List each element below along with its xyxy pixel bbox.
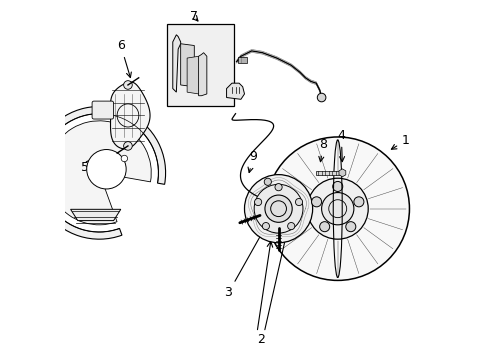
- Circle shape: [306, 178, 367, 239]
- Circle shape: [264, 195, 292, 222]
- Circle shape: [317, 93, 325, 102]
- Circle shape: [86, 149, 126, 189]
- Circle shape: [332, 181, 342, 192]
- Circle shape: [244, 175, 312, 243]
- FancyBboxPatch shape: [92, 101, 113, 119]
- Circle shape: [264, 178, 271, 185]
- Polygon shape: [338, 169, 345, 177]
- Polygon shape: [110, 82, 150, 149]
- Text: 2: 2: [256, 333, 264, 346]
- Bar: [316, 171, 339, 175]
- Text: 7: 7: [190, 10, 198, 23]
- Wedge shape: [33, 107, 165, 239]
- Circle shape: [254, 198, 261, 206]
- Polygon shape: [70, 209, 121, 221]
- Text: 8: 8: [318, 138, 327, 162]
- Polygon shape: [226, 83, 244, 99]
- Circle shape: [121, 155, 127, 162]
- Circle shape: [262, 222, 269, 230]
- Text: 1: 1: [390, 134, 409, 149]
- Text: 4: 4: [337, 129, 345, 162]
- Text: 5: 5: [81, 159, 92, 174]
- Bar: [238, 57, 247, 63]
- Polygon shape: [180, 44, 194, 87]
- Circle shape: [353, 197, 363, 207]
- Bar: [167, 24, 233, 107]
- Text: 9: 9: [247, 150, 257, 172]
- Circle shape: [287, 222, 294, 230]
- Circle shape: [311, 197, 321, 207]
- Circle shape: [319, 222, 329, 232]
- Polygon shape: [187, 56, 198, 94]
- Circle shape: [265, 137, 408, 280]
- Polygon shape: [198, 53, 206, 96]
- Circle shape: [295, 198, 302, 206]
- Text: 6: 6: [117, 39, 131, 77]
- Circle shape: [254, 184, 303, 233]
- Text: 3: 3: [224, 233, 262, 300]
- Circle shape: [123, 81, 132, 89]
- Circle shape: [345, 222, 355, 232]
- Circle shape: [321, 193, 353, 225]
- Circle shape: [123, 141, 132, 150]
- Wedge shape: [47, 121, 151, 225]
- Polygon shape: [172, 35, 180, 92]
- Circle shape: [274, 184, 282, 191]
